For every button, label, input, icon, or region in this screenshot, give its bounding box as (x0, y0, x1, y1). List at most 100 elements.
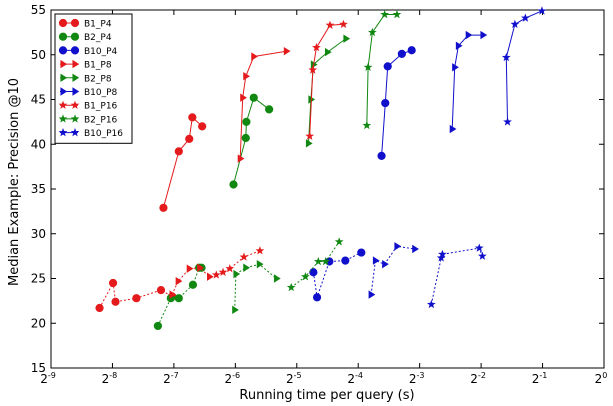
y-tick-label: 35 (31, 182, 46, 196)
legend-marker (58, 100, 68, 109)
x-axis-label: Running time per query (s) (239, 388, 414, 403)
data-point (241, 133, 250, 143)
legend-marker (58, 46, 68, 55)
legend-marker (58, 114, 68, 123)
data-point (156, 286, 166, 295)
data-point (305, 139, 313, 148)
legend-marker (58, 18, 68, 28)
data-point (343, 34, 351, 43)
data-point (397, 49, 406, 58)
x-tick-label: 2-8 (102, 371, 118, 386)
x-tick-label: 2-1 (532, 371, 548, 386)
data-point (480, 30, 488, 40)
legend-label: B10_P8 (84, 88, 118, 98)
data-point (232, 305, 239, 315)
series-b1-p16 (211, 19, 348, 279)
data-point (334, 237, 344, 246)
data-point (242, 117, 251, 126)
legend-marker (70, 46, 80, 55)
legend-label: B10_P4 (84, 47, 118, 57)
data-point (312, 293, 322, 302)
data-point (368, 290, 376, 299)
data-point (477, 251, 487, 260)
data-point (197, 263, 204, 272)
legend-marker (60, 73, 68, 82)
data-point (313, 256, 323, 266)
y-tick-label: 30 (31, 227, 46, 241)
data-point (325, 20, 335, 29)
data-point (426, 299, 436, 309)
data-point (392, 9, 402, 19)
data-point (233, 269, 241, 279)
y-tick-label: 40 (31, 137, 46, 151)
y-tick-label: 50 (31, 48, 46, 62)
data-point (249, 93, 258, 102)
data-point (324, 47, 332, 57)
y-tick-label: 15 (31, 361, 46, 375)
data-point (438, 249, 447, 259)
data-point (174, 294, 183, 303)
series-line (309, 23, 344, 137)
x-tick-label: 2-7 (163, 371, 179, 386)
data-point (372, 256, 380, 265)
data-point (455, 41, 463, 50)
data-point (537, 6, 547, 15)
data-point (239, 252, 249, 261)
data-point (111, 297, 120, 306)
data-point (362, 120, 372, 130)
plot-area-frame (50, 9, 605, 369)
data-point (520, 13, 530, 22)
x-tick-label: 2-5 (286, 371, 302, 386)
y-axis-label: Median Example: Precision @10 (7, 78, 22, 286)
data-point (256, 259, 264, 269)
legend-marker (72, 87, 80, 96)
series-b10-p16 (426, 6, 547, 309)
legend-marker (58, 32, 68, 41)
data-point (237, 154, 245, 163)
y-tick-label: 25 (31, 272, 46, 286)
data-point (394, 242, 402, 251)
data-point (283, 46, 291, 56)
data-point (286, 282, 296, 292)
data-point (188, 113, 197, 122)
legend-marker (70, 100, 80, 109)
series-line (312, 252, 362, 298)
data-point (229, 180, 238, 189)
data-point (474, 243, 484, 252)
data-point (377, 151, 386, 160)
legend-marker (58, 128, 68, 137)
data-point (175, 276, 183, 286)
legend-frame (54, 13, 133, 144)
data-point (305, 131, 315, 140)
series-b2-p16 (286, 9, 402, 292)
data-point (108, 278, 118, 288)
data-point (321, 256, 331, 266)
data-point (380, 9, 390, 19)
data-point (357, 248, 366, 257)
data-point (240, 93, 247, 102)
data-point (449, 124, 457, 134)
legend-marker (70, 128, 80, 137)
legend-marker (70, 114, 80, 123)
series-line (234, 263, 277, 310)
legend-label: B1_P8 (84, 61, 112, 71)
data-point (339, 19, 348, 29)
y-tick-label: 55 (31, 3, 46, 17)
x-tick-label: 2-3 (409, 371, 425, 386)
legend-marker (70, 18, 80, 28)
legend-marker (72, 59, 80, 69)
legend-label: B1_P16 (84, 102, 118, 112)
legend: B1_P4 B2_P4 B10_P4 B1_P8 B2_P8 B10_P8 B1_P16 B2… (54, 13, 133, 144)
series-line (370, 245, 415, 295)
x-tick-label: 2-4 (347, 371, 363, 386)
data-point (412, 244, 419, 254)
data-point (243, 72, 250, 81)
data-point (132, 294, 141, 303)
y-tick-label: 45 (31, 93, 46, 107)
legend-label: B2_P8 (84, 74, 112, 84)
data-point (341, 256, 350, 265)
data-point (207, 272, 214, 281)
data-point (174, 147, 183, 156)
x-tick-label: 2-2 (470, 371, 486, 386)
